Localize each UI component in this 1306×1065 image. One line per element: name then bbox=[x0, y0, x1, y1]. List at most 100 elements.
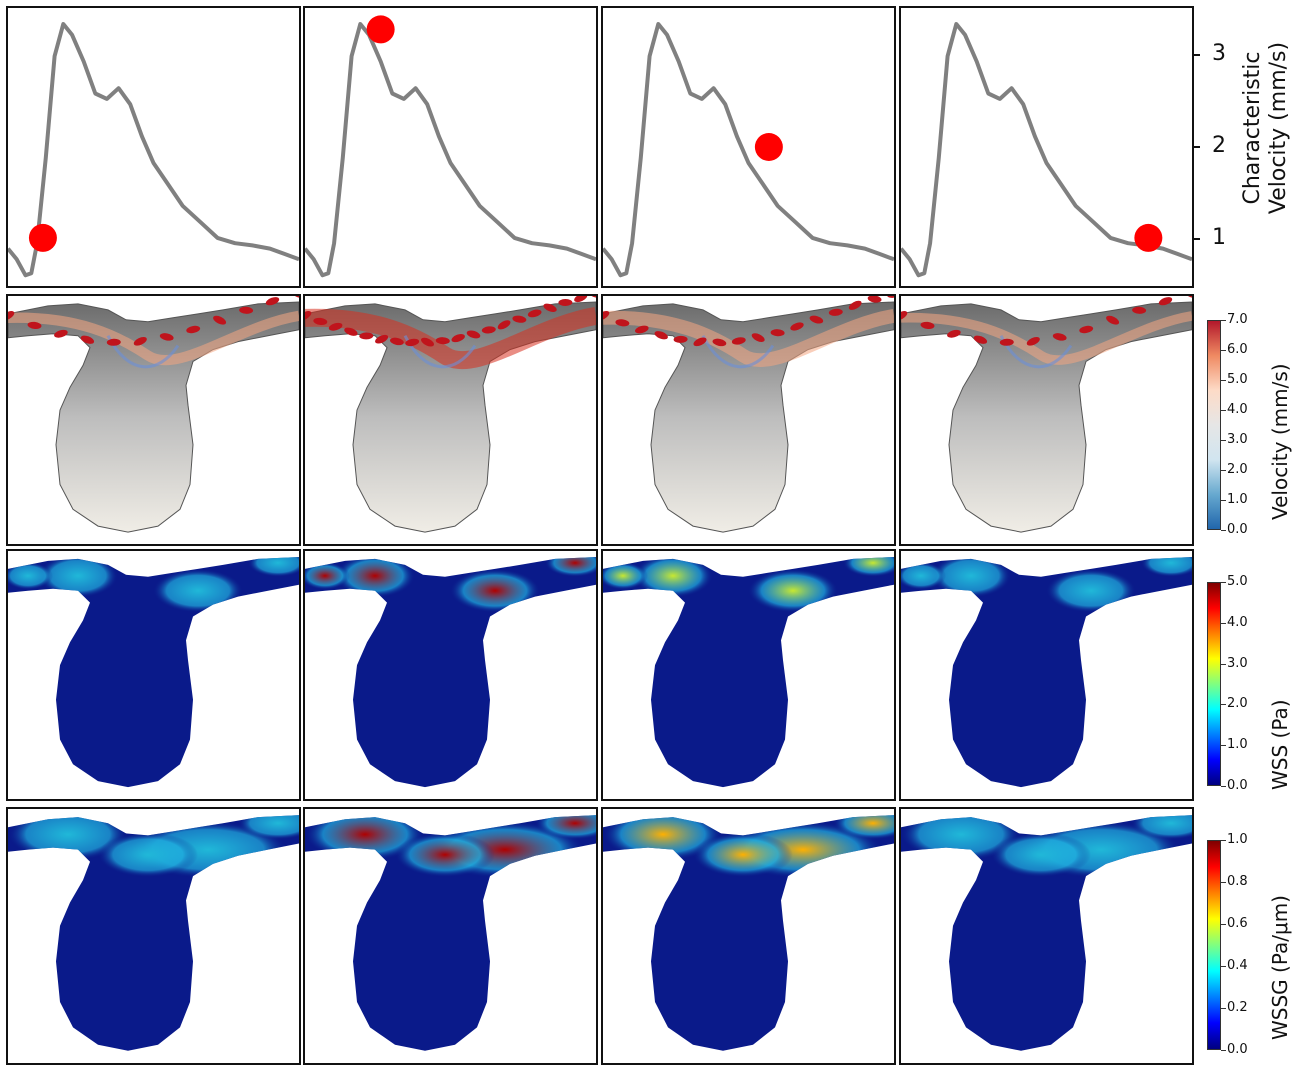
velocity-glyph bbox=[466, 330, 481, 339]
colorbar-tick-label: 0.0 bbox=[1227, 1042, 1248, 1057]
velocity-waveform-line bbox=[603, 22, 894, 278]
colorbar-tick-mark bbox=[1221, 924, 1226, 925]
velocity-glyph bbox=[1026, 336, 1040, 346]
velocity-glyph bbox=[451, 334, 465, 343]
colorbar-tick-mark bbox=[1221, 350, 1226, 351]
wssg-panel-2 bbox=[303, 807, 598, 1065]
velocity-glyph bbox=[731, 337, 746, 345]
velocity-glyph bbox=[1106, 315, 1120, 325]
velocity-glyph bbox=[770, 329, 785, 337]
colorbar-tick-mark bbox=[1221, 380, 1226, 381]
aneurysm-surface bbox=[901, 557, 1192, 788]
velocity-panel-4 bbox=[899, 294, 1194, 546]
wss-panel-3 bbox=[601, 549, 896, 801]
wss-hotspot bbox=[1141, 557, 1192, 577]
recirculation-streamlines bbox=[999, 335, 1073, 369]
colorbar-tick-label: 4.0 bbox=[1227, 402, 1248, 417]
y-tick-2: 2 bbox=[1212, 133, 1226, 158]
wss-hotspot bbox=[153, 568, 243, 613]
time-marker-point bbox=[1134, 223, 1163, 252]
wssg-hotspot bbox=[98, 832, 198, 878]
velocity-glyph bbox=[848, 300, 862, 310]
aneurysm-surface bbox=[901, 815, 1192, 1051]
recirculation-streamlines bbox=[403, 335, 477, 369]
colorbar-tick-mark bbox=[1221, 840, 1226, 841]
colorbar-tick-label: 0.0 bbox=[1227, 522, 1248, 537]
wss-hotspot bbox=[8, 561, 53, 590]
velocity-glyph bbox=[828, 308, 843, 316]
velocity-glyph bbox=[654, 331, 668, 340]
wss-hotspot bbox=[603, 561, 648, 590]
waveform-panel-1 bbox=[6, 6, 301, 288]
streamlines bbox=[901, 311, 1192, 365]
colorbar-tick-label: 1.0 bbox=[1227, 832, 1248, 847]
velocity-glyph bbox=[1185, 296, 1192, 298]
wss-hotspot bbox=[1046, 568, 1136, 613]
velocity-glyph bbox=[790, 322, 804, 331]
velocity-glyph bbox=[1079, 325, 1094, 334]
velocity-glyph bbox=[693, 337, 707, 347]
wss-hotspot bbox=[748, 568, 838, 613]
wss-hotspot bbox=[901, 561, 946, 590]
colorbar-tick-mark bbox=[1221, 500, 1226, 501]
wssg-hotspot bbox=[535, 815, 596, 840]
wss-hotspot bbox=[931, 557, 1011, 598]
streamlines bbox=[603, 309, 894, 367]
velocity-glyph bbox=[901, 310, 908, 321]
colorbar-tick-label: 0.6 bbox=[1227, 916, 1248, 931]
time-marker-point bbox=[28, 223, 57, 252]
colorbar-tick-mark bbox=[1221, 704, 1226, 706]
velocity-glyph bbox=[543, 303, 557, 312]
velocity-glyph bbox=[947, 329, 961, 338]
velocity-glyph bbox=[673, 335, 688, 343]
colorbar-tick-mark bbox=[1221, 622, 1226, 624]
velocity-glyph bbox=[239, 306, 254, 314]
aneurysm-surface bbox=[305, 815, 596, 1051]
colorbar-tick-mark bbox=[1221, 1050, 1226, 1051]
velocity-waveform-line bbox=[305, 22, 596, 278]
wss-hotspot bbox=[545, 557, 596, 577]
recirculation-streamlines bbox=[701, 335, 775, 369]
aneurysm-surface bbox=[603, 815, 894, 1051]
wss-panel-1 bbox=[6, 549, 301, 801]
wss-hotspot bbox=[305, 561, 350, 590]
colorbar-tick-label: 6.0 bbox=[1227, 342, 1248, 357]
velocity-panel-3 bbox=[601, 294, 896, 546]
streamlines bbox=[305, 306, 596, 370]
velocity-glyph bbox=[867, 296, 882, 303]
velocity-glyph bbox=[106, 338, 121, 346]
aneurysm-surface bbox=[603, 557, 894, 788]
colorbar-tick-mark bbox=[1221, 745, 1226, 747]
colorbar-tick-label: 5.0 bbox=[1227, 372, 1248, 387]
velocity-glyph bbox=[421, 337, 434, 347]
wssg-hotspot bbox=[991, 832, 1091, 878]
wss-hotspot bbox=[450, 568, 540, 613]
waveform-panel-4 bbox=[899, 6, 1194, 288]
velocity-glyph bbox=[1132, 306, 1147, 314]
velocity-waveform-line bbox=[901, 22, 1192, 278]
velocity-glyph bbox=[1052, 333, 1067, 341]
colorbar-1 bbox=[1207, 320, 1221, 530]
colorbar-tick-label: 0.4 bbox=[1227, 958, 1248, 973]
velocity-glyph bbox=[712, 338, 727, 347]
velocity-glyph bbox=[186, 325, 201, 334]
velocity-glyph bbox=[344, 327, 358, 336]
colorbar-tick-label: 5.0 bbox=[1227, 574, 1248, 589]
aneurysm-surface bbox=[305, 301, 596, 533]
velocity-glyph bbox=[292, 296, 299, 298]
colorbar-tick-label: 0.2 bbox=[1227, 1000, 1248, 1015]
velocity-glyph bbox=[589, 296, 596, 298]
velocity-glyph bbox=[27, 321, 42, 329]
colorbar-tick-mark bbox=[1221, 1008, 1226, 1009]
colorbar-tick-label: 3.0 bbox=[1227, 655, 1248, 671]
colorbar-2 bbox=[1207, 582, 1221, 786]
velocity-glyph bbox=[574, 296, 588, 303]
aneurysm-surface bbox=[8, 301, 299, 533]
velocity-glyph bbox=[527, 309, 542, 318]
velocity-y-axis: 3 2 1 bbox=[1192, 8, 1302, 288]
velocity-glyph bbox=[603, 310, 610, 321]
colorbar-tick-mark bbox=[1221, 440, 1226, 441]
streamlines bbox=[8, 310, 299, 366]
velocity-glyph bbox=[558, 298, 573, 307]
y-tick-3: 3 bbox=[1212, 41, 1226, 66]
